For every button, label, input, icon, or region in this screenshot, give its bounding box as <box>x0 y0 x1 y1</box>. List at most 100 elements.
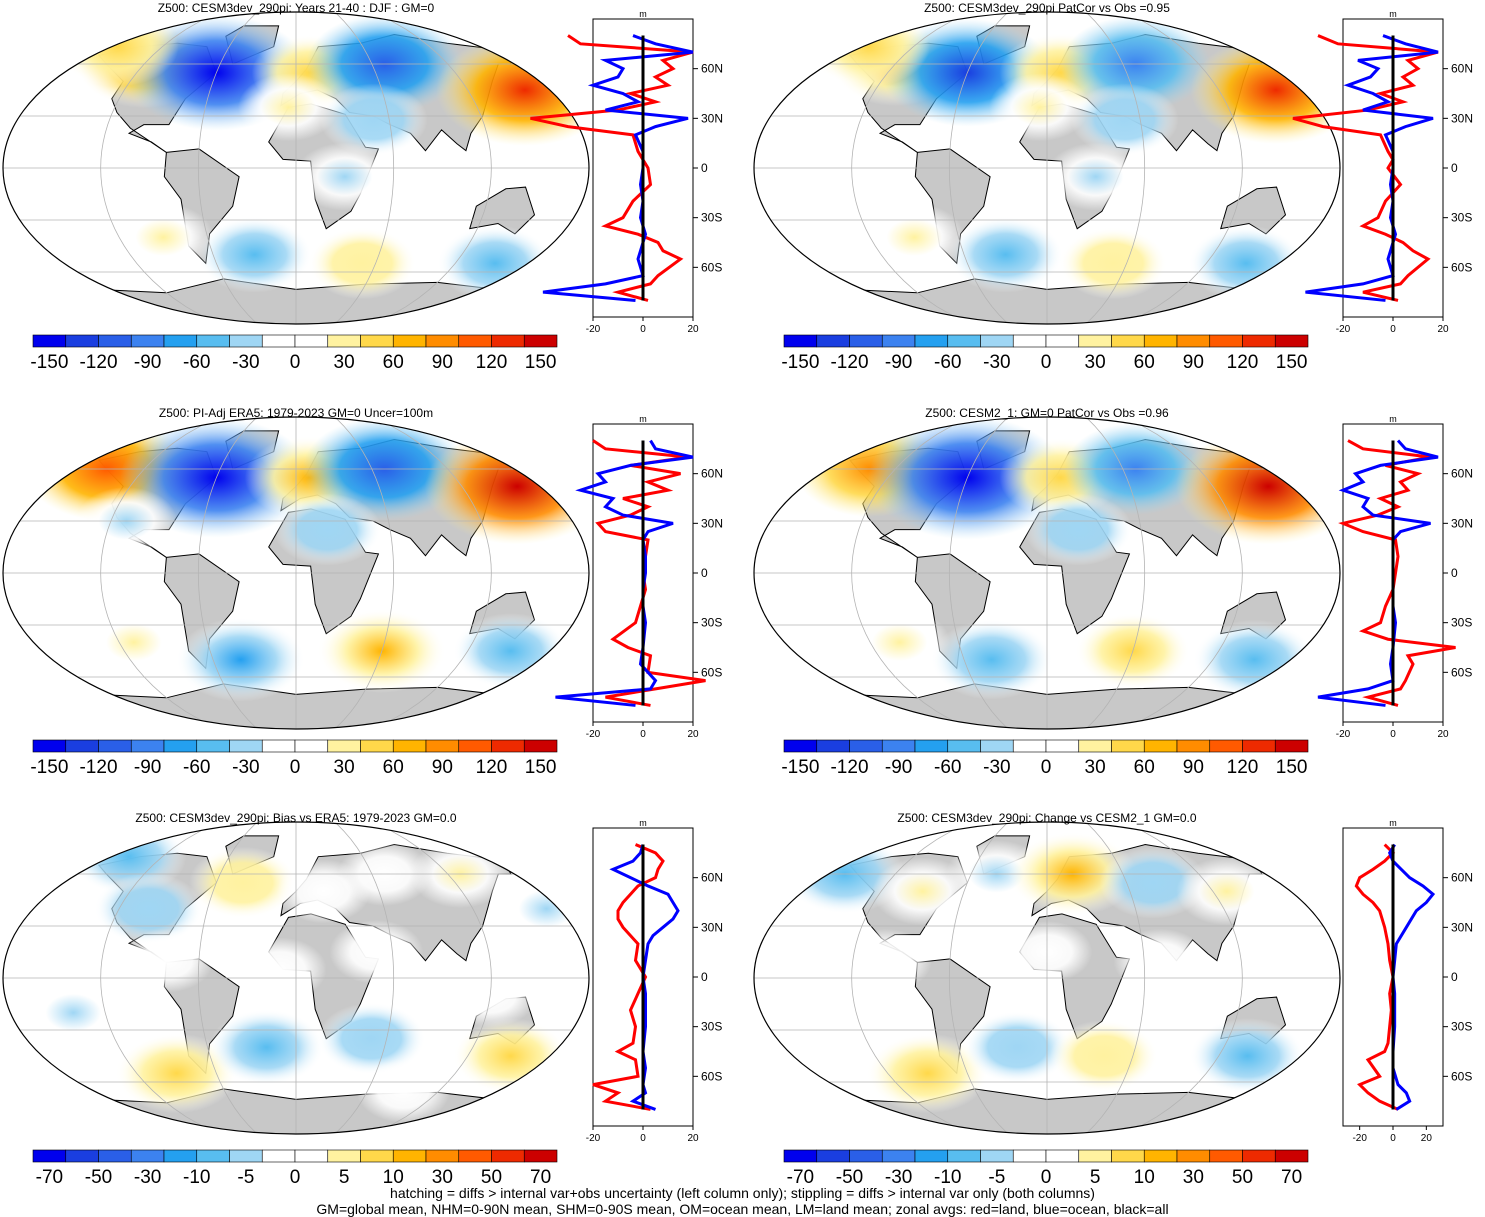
colorbar-swatch <box>360 739 394 753</box>
colorbar-swatch <box>1045 334 1080 348</box>
colorbar-swatch <box>294 739 329 753</box>
colorbar-swatch <box>458 334 492 348</box>
map-border <box>2 11 590 325</box>
colorbar-swatch <box>1012 739 1047 753</box>
colorbar-tick-label: 30 <box>334 352 355 373</box>
colorbar-swatch <box>1078 739 1112 753</box>
zonal-line-ocean <box>542 34 694 302</box>
anomaly-blob <box>308 227 417 300</box>
anomaly-blob <box>197 216 313 293</box>
profile-lat-label: 0 <box>1451 161 1458 175</box>
colorbar-swatch <box>1143 334 1178 348</box>
anomaly-blob <box>56 12 179 87</box>
colorbar-swatch <box>229 334 263 348</box>
colorbar-tick-label: 60 <box>1134 352 1155 373</box>
colorbar-tick-label: -30 <box>983 352 1010 373</box>
anomaly-blob <box>453 1018 569 1094</box>
colorbar-tick-label: 60 <box>1134 757 1155 778</box>
colorbar-swatch <box>1111 334 1145 348</box>
profile-x-tick-label: 20 <box>1421 1133 1433 1144</box>
profile-unit-label: m <box>1389 414 1397 424</box>
colorbar-tick-label: -30 <box>134 1167 161 1188</box>
colorbar-swatch <box>881 334 916 348</box>
colorbar-swatch <box>914 1149 949 1163</box>
graticule-meridian <box>373 12 492 324</box>
profile-unit-label: m <box>639 9 647 19</box>
colorbar-swatch <box>261 1149 296 1163</box>
graticule-meridian <box>1085 822 1146 1134</box>
anomaly-blob <box>866 1033 989 1114</box>
map-title: Z500: CESM3dev_290pi: Years 21-40 : DJF … <box>158 1 435 15</box>
map-title: Z500: PI-Adj ERA5: 1979-2023 GM=0 Uncer=… <box>159 406 433 420</box>
colorbar-swatch <box>881 1149 916 1163</box>
colorbar-tick-label: 0 <box>1041 352 1052 373</box>
anomaly-blob <box>317 1002 426 1075</box>
profile-lat-label: 30S <box>1451 211 1472 225</box>
profile-unit-label: m <box>639 414 647 424</box>
colorbar-tick-label: 0 <box>290 757 301 778</box>
colorbar-swatch <box>816 1149 850 1163</box>
colorbar-swatch <box>947 334 981 348</box>
profile-lat-label: 0 <box>701 970 708 984</box>
colorbar-swatch <box>392 1149 427 1163</box>
zonal-line-land <box>592 439 706 707</box>
graticule-meridian <box>197 12 258 324</box>
anomaly-blob <box>777 980 872 1045</box>
colorbar-tick-label: 50 <box>481 1167 502 1188</box>
map-panel-6 <box>753 821 1341 1135</box>
anomaly-blob <box>453 613 569 689</box>
graticule-meridian <box>100 822 219 1134</box>
colorbar-tick-label: -70 <box>36 1167 63 1188</box>
anomaly-blob <box>1193 619 1316 700</box>
anomaly-blob <box>294 142 396 211</box>
profile-lat-label: 0 <box>1451 970 1458 984</box>
colorbar-swatch <box>523 1149 558 1163</box>
colorbar-tick-label: 0 <box>1041 757 1052 778</box>
colorbar-tick-label: -150 <box>30 757 68 778</box>
profile-x-tick-label: 0 <box>1390 729 1396 740</box>
colorbar-tick-label: -30 <box>983 757 1010 778</box>
anomaly-blob <box>1189 1018 1305 1094</box>
colorbar-tick-label: -10 <box>934 1167 961 1188</box>
colorbar-swatch <box>98 1149 132 1163</box>
map-border <box>753 416 1341 730</box>
profile-lat-label: 0 <box>701 161 708 175</box>
graticule-meridian <box>100 417 219 729</box>
colorbar-swatch <box>783 1149 818 1163</box>
graticule-meridian <box>1124 12 1243 324</box>
graticule-meridian <box>851 822 970 1134</box>
profile-x-tick-label: -20 <box>586 324 601 335</box>
graticule-meridian <box>948 12 1009 324</box>
colorbar-swatch <box>360 1149 394 1163</box>
anomaly-blob <box>948 216 1064 293</box>
footer-note-legend: GM=global mean, NHM=0-90N mean, SHM=0-90… <box>316 1201 1169 1217</box>
colorbar-swatch <box>130 334 165 348</box>
anomaly-blob <box>115 1033 238 1114</box>
graticule-meridian <box>948 822 1009 1134</box>
colorbar-swatch <box>261 739 296 753</box>
anomaly-blob <box>188 846 297 919</box>
zonal-line-land <box>1292 34 1439 302</box>
colorbar-tick-label: -150 <box>30 352 68 373</box>
profile-lat-label: 30N <box>701 920 723 934</box>
zonal-profile-2: m -20 0 20 60N 30N 0 30S 60S <box>1292 9 1473 335</box>
colorbar-tick-label: 0 <box>1041 1167 1052 1188</box>
colorbar-tick-label: -70 <box>787 1167 814 1188</box>
anomaly-blob <box>176 617 306 702</box>
profile-lat-label: 30N <box>1451 516 1473 530</box>
colorbar-swatch <box>1242 1149 1276 1163</box>
profile-lat-label: 60S <box>1451 1069 1472 1083</box>
colorbar-tick-label: 10 <box>1134 1167 1155 1188</box>
colorbar-tick-label: -30 <box>885 1167 912 1188</box>
colorbar-swatch <box>294 1149 329 1163</box>
colorbar-tick-label: 5 <box>1090 1167 1101 1188</box>
colorbar-tick-label: 10 <box>383 1167 404 1188</box>
profile-x-tick-label: -20 <box>586 729 601 740</box>
graticule-meridian <box>197 417 258 729</box>
colorbar-2: -150 -120 -90 -60 -30 0 30 60 90 120 150 <box>781 334 1309 373</box>
anomaly-blob <box>356 1058 451 1123</box>
anomaly-blob <box>209 1009 325 1086</box>
colorbar-swatch <box>229 739 263 753</box>
colorbar-swatch <box>849 739 883 753</box>
profile-x-tick-label: 0 <box>640 729 646 740</box>
